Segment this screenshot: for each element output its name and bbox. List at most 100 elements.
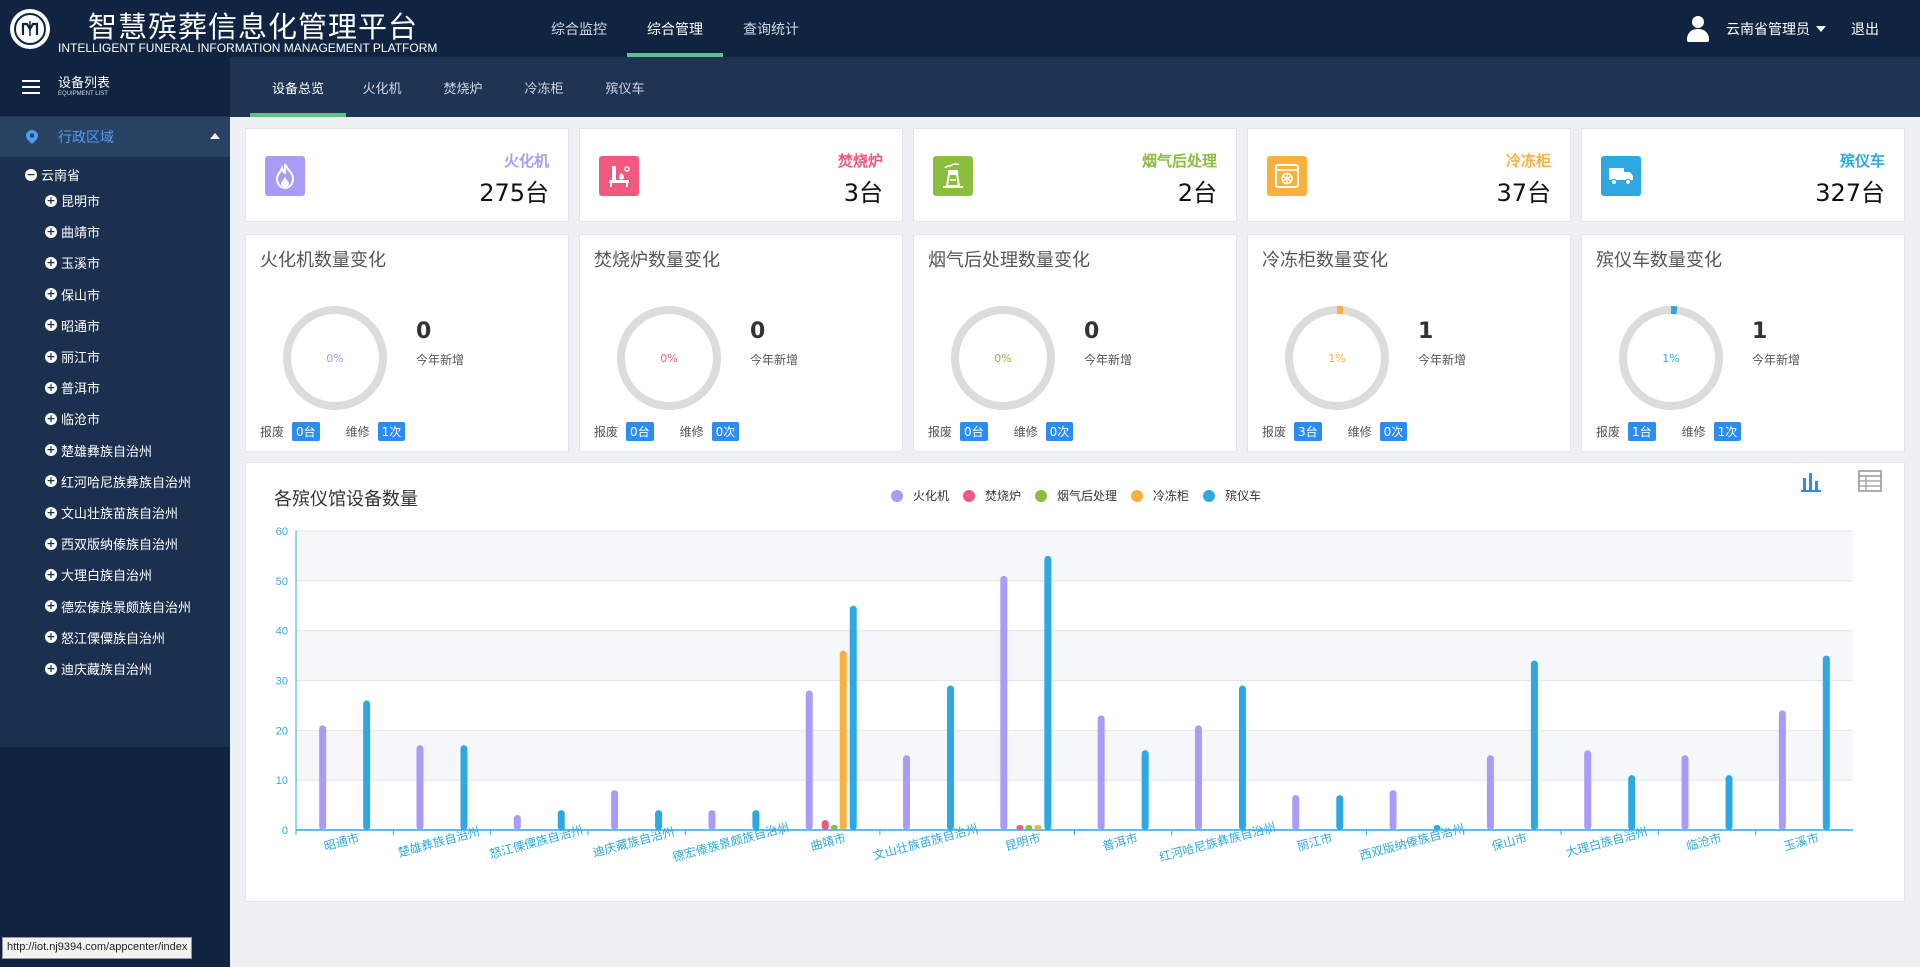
tree-node[interactable]: + 丽江市: [45, 347, 100, 366]
y-tick-label: 20: [276, 725, 288, 737]
x-tick-label: 昆明市: [1003, 830, 1042, 854]
expand-plus-icon[interactable]: +: [45, 661, 57, 675]
tree-node[interactable]: + 迪庆藏族自治州: [45, 659, 152, 678]
expand-plus-icon[interactable]: +: [45, 411, 57, 425]
new-count: 0: [750, 319, 766, 344]
legend-label: 烟气后处理: [1057, 489, 1118, 503]
bar-殡仪车: [1433, 825, 1441, 830]
tree-node[interactable]: + 玉溪市: [45, 253, 100, 272]
expand-plus-icon[interactable]: +: [45, 318, 57, 332]
expand-plus-icon[interactable]: +: [45, 380, 57, 394]
equipment-bar-chart-panel: 0 10 20 30 40 50 60 昭通市 楚雄彝族自治州 怒江傈僳族自治州 迪庆藏族自治州 德宏…: [245, 462, 1905, 902]
bar-火化机: [1486, 755, 1494, 830]
tab-cremator[interactable]: 火化机: [362, 81, 402, 97]
ring-card-title: 焚烧炉数量变化: [594, 250, 720, 271]
expand-plus-icon[interactable]: +: [45, 255, 57, 269]
expand-plus-icon[interactable]: +: [45, 287, 57, 301]
legend-item[interactable]: 火化机: [891, 487, 949, 504]
bar-火化机: [1097, 715, 1105, 830]
new-count-label: 今年新增: [750, 353, 799, 367]
ring-footer: 报废 0台 维修 0次: [928, 422, 1099, 441]
tree-node[interactable]: + 怒江傈僳族自治州: [45, 628, 165, 647]
freezer-icon: [1267, 156, 1307, 196]
expand-plus-icon[interactable]: +: [45, 505, 57, 519]
legend-item[interactable]: 冷冻柜: [1131, 487, 1189, 504]
legend-dot-icon: [963, 489, 976, 502]
scrap-badge[interactable]: 3台: [1294, 422, 1322, 441]
collapse-minus-icon[interactable]: −: [25, 167, 37, 181]
logout-link[interactable]: 退出: [1851, 22, 1879, 38]
scrap-badge[interactable]: 1台: [1628, 422, 1656, 441]
repair-badge[interactable]: 0次: [1045, 422, 1074, 441]
tree-node[interactable]: + 保山市: [45, 285, 100, 304]
ring-card: 烟气后处理数量变化 0% 0 今年新增 报废 0台 维修 0次: [913, 234, 1237, 452]
menu-icon[interactable]: [22, 79, 40, 94]
table-view-icon[interactable]: [1857, 468, 1883, 494]
tab-overview[interactable]: 设备总览: [250, 57, 346, 117]
tree-node[interactable]: + 红河哈尼族彝族自治州: [45, 472, 191, 491]
x-tick-label: 玉溪市: [1782, 830, 1821, 854]
repair-badge[interactable]: 0次: [711, 422, 740, 441]
expand-plus-icon[interactable]: +: [45, 443, 57, 457]
tree-node-label: 临沧市: [61, 413, 101, 429]
bar-殡仪车: [1822, 655, 1830, 830]
legend-dot-icon: [1203, 489, 1216, 502]
tree-node[interactable]: + 文山壮族苗族自治州: [45, 503, 178, 522]
expand-plus-icon[interactable]: +: [45, 349, 57, 363]
ring-gauge: [1619, 306, 1723, 410]
expand-plus-icon[interactable]: +: [45, 630, 57, 644]
tab-incinerator[interactable]: 焚烧炉: [443, 81, 483, 97]
tree-node[interactable]: + 大理白族自治州: [45, 565, 152, 584]
tab-freezer[interactable]: 冷冻柜: [524, 81, 564, 97]
tree-node[interactable]: + 西双版纳傣族自治州: [45, 534, 178, 553]
tree-node[interactable]: + 昆明市: [45, 191, 100, 210]
scrap-badge[interactable]: 0台: [292, 422, 320, 441]
tree-node[interactable]: + 曲靖市: [45, 222, 100, 241]
nav-monitor[interactable]: 综合监控: [551, 21, 607, 38]
scrap-badge[interactable]: 0台: [626, 422, 654, 441]
ring-card: 焚烧炉数量变化 0% 0 今年新增 报废 0台 维修 0次: [579, 234, 903, 452]
ring-percent: 0%: [994, 351, 1012, 365]
ring-footer: 报废 1台 维修 1次: [1596, 422, 1767, 441]
repair-badge[interactable]: 1次: [1713, 422, 1742, 441]
tree-node[interactable]: + 昭通市: [45, 316, 100, 335]
tree-node-label: 大理白族自治州: [61, 569, 153, 585]
bar-chart-view-icon[interactable]: [1799, 470, 1823, 494]
location-pin-icon: [26, 130, 38, 144]
x-tick-label: 楚雄彝族自治州: [396, 824, 481, 860]
legend-item[interactable]: 殡仪车: [1203, 487, 1261, 504]
tree-node[interactable]: + 临沧市: [45, 409, 100, 428]
tree-node[interactable]: + 德宏傣族景颇族自治州: [45, 597, 191, 616]
platform-logo[interactable]: [10, 9, 50, 49]
bar-殡仪车: [1238, 685, 1246, 830]
expand-plus-icon[interactable]: +: [45, 536, 57, 550]
bar-火化机: [416, 745, 424, 830]
legend-item[interactable]: 烟气后处理: [1035, 487, 1117, 504]
expand-plus-icon[interactable]: +: [45, 193, 57, 207]
expand-plus-icon[interactable]: +: [45, 474, 57, 488]
repair-badge[interactable]: 1次: [377, 422, 406, 441]
repair-badge[interactable]: 0次: [1379, 422, 1408, 441]
nav-statistics[interactable]: 查询统计: [743, 21, 799, 38]
expand-plus-icon[interactable]: +: [45, 599, 57, 613]
region-section-toggle[interactable]: 行政区域: [0, 117, 230, 157]
nav-management[interactable]: 综合管理: [627, 0, 723, 57]
tree-node[interactable]: + 普洱市: [45, 378, 100, 397]
new-count: 1: [1418, 319, 1434, 344]
bar-殡仪车: [460, 745, 468, 830]
expand-plus-icon[interactable]: +: [45, 567, 57, 581]
sidebar-title-en: EQUIPMENT LIST: [58, 90, 108, 97]
tree-root-yunnan[interactable]: − 云南省: [25, 165, 80, 184]
tree-node[interactable]: + 楚雄彝族自治州: [45, 441, 152, 460]
scrap-badge[interactable]: 0台: [960, 422, 988, 441]
tab-hearse[interactable]: 殡仪车: [605, 81, 645, 97]
ring-gauge: [951, 306, 1055, 410]
incinerator-icon: [599, 156, 639, 196]
y-tick-label: 40: [276, 626, 288, 638]
y-tick-label: 0: [282, 825, 288, 837]
user-menu[interactable]: 云南省管理员: [1686, 0, 1826, 57]
legend-item[interactable]: 焚烧炉: [963, 487, 1021, 504]
expand-plus-icon[interactable]: +: [45, 224, 57, 238]
tree-node-label: 西双版纳傣族自治州: [61, 538, 179, 554]
grid-band: [296, 730, 1853, 781]
